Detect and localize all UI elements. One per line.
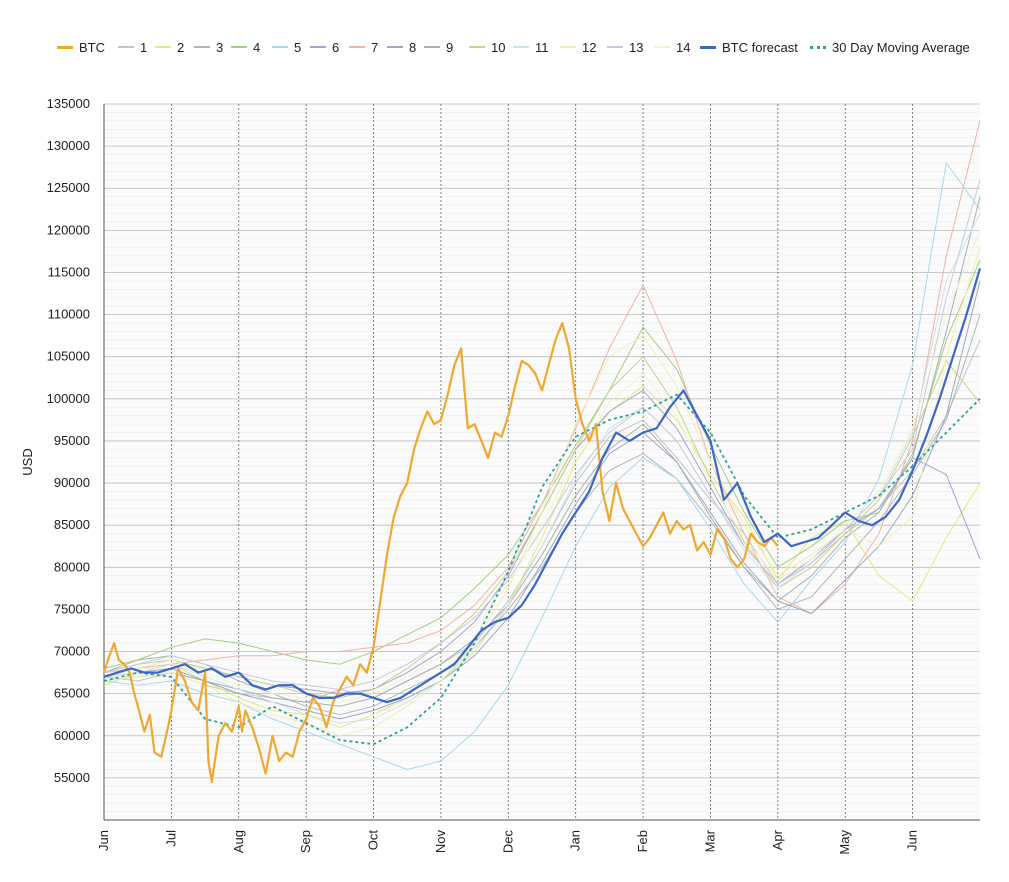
y-tick-label: 95000 <box>54 433 90 448</box>
plot-area <box>104 104 980 820</box>
legend-swatch <box>513 46 529 48</box>
legend-item-1[interactable]: 1 <box>118 36 147 58</box>
x-tick-label: Jan <box>568 830 583 851</box>
series-line-9 <box>103 196 981 707</box>
y-tick-label: 115000 <box>48 264 90 279</box>
series-line-14 <box>103 230 981 703</box>
legend-swatch <box>654 46 670 48</box>
legend-swatch <box>57 45 73 49</box>
y-tick-label: 120000 <box>47 222 90 237</box>
legend-swatch <box>560 46 576 48</box>
legend-item-4[interactable]: 4 <box>231 36 260 58</box>
legend-item-2[interactable]: 2 <box>155 36 184 58</box>
y-tick-label: 100000 <box>47 391 90 406</box>
x-tick-label: May <box>837 830 852 855</box>
x-tick-label: Mar <box>702 829 717 852</box>
y-tick-label: 60000 <box>54 728 90 743</box>
chart-legend: BTC 1 2 3 4 5 6 7 8 9 10 11 12 13 14 BTC forecast 30 Day… <box>0 36 1009 60</box>
legend-item-12[interactable]: 12 <box>560 36 596 58</box>
y-tick-label: 85000 <box>54 517 90 532</box>
y-tick-label: 90000 <box>54 475 90 490</box>
legend-label: 9 <box>446 39 454 55</box>
series-line-btc <box>102 321 779 784</box>
x-tick-label: Jun <box>905 830 920 851</box>
legend-label: 10 <box>491 39 506 55</box>
x-tick-label: Aug <box>231 830 246 853</box>
x-tick-label: Nov <box>433 830 448 854</box>
x-tick-label: Dec <box>500 830 515 854</box>
legend-item-6[interactable]: 6 <box>310 36 339 58</box>
legend-swatch <box>118 46 134 48</box>
y-tick-label: 80000 <box>54 559 90 574</box>
legend-item-10[interactable]: 10 <box>469 36 505 58</box>
series-line-12 <box>103 247 981 737</box>
legend-item-3[interactable]: 3 <box>194 36 223 58</box>
y-tick-label: 135000 <box>47 96 90 111</box>
series-line-13 <box>103 179 981 690</box>
legend-swatch <box>272 46 288 48</box>
legend-item-7[interactable]: 7 <box>349 36 378 58</box>
legend-label: 1 <box>140 39 148 55</box>
legend-label: 14 <box>676 39 691 55</box>
x-tick-label: Oct <box>366 830 381 851</box>
legend-label: 12 <box>582 39 597 55</box>
legend-swatch <box>469 46 485 48</box>
x-axis: Jun Jul Aug Sep Oct Nov Dec Jan Feb Mar Apr May Jun <box>96 104 920 855</box>
legend-swatch <box>424 46 440 48</box>
x-tick-label: Feb <box>635 830 650 852</box>
legend-swatch <box>349 46 365 48</box>
x-tick-label: Sep <box>298 830 313 853</box>
legend-item-btc-forecast[interactable]: BTC forecast <box>700 36 798 58</box>
y-tick-label: 55000 <box>54 770 90 785</box>
legend-label: 8 <box>409 39 417 55</box>
series-line-2 <box>103 385 981 728</box>
x-tick-label: Jul <box>163 830 178 847</box>
series-group <box>102 120 982 784</box>
y-tick-label: 75000 <box>54 601 90 616</box>
x-tick-label: Jun <box>96 830 111 851</box>
series-line-btc-forecast <box>103 267 982 704</box>
legend-swatch <box>700 45 716 49</box>
y-axis-title: USD <box>20 448 35 475</box>
x-tick-label: Apr <box>770 829 785 850</box>
legend-swatch <box>194 46 210 48</box>
legend-swatch <box>810 45 826 49</box>
series-line-3 <box>103 314 981 716</box>
legend-label: 30 Day Moving Average <box>832 39 970 55</box>
legend-item-11[interactable]: 11 <box>513 36 549 58</box>
y-tick-label: 105000 <box>47 349 90 364</box>
legend-label: 4 <box>253 39 261 55</box>
legend-label: 3 <box>216 39 224 55</box>
legend-item-5[interactable]: 5 <box>272 36 301 58</box>
series-line-5 <box>103 162 981 770</box>
legend-label: 13 <box>629 39 644 55</box>
legend-label: BTC <box>79 39 105 55</box>
y-axis: 55000 60000 65000 70000 75000 80000 85000 90000… <box>47 96 980 785</box>
y-tick-label: 110000 <box>48 307 90 322</box>
legend-label: 7 <box>371 39 379 55</box>
legend-swatch <box>310 46 326 48</box>
y-tick-label: 65000 <box>54 686 90 701</box>
y-tick-label: 130000 <box>47 138 90 153</box>
legend-item-8[interactable]: 8 <box>387 36 416 58</box>
y-tick-label: 70000 <box>54 644 90 659</box>
legend-label: 2 <box>177 39 185 55</box>
y-tick-label: 125000 <box>47 180 90 195</box>
legend-swatch <box>155 46 171 48</box>
legend-swatch <box>387 46 403 48</box>
legend-item-14[interactable]: 14 <box>654 36 690 58</box>
series-line-8 <box>103 280 981 720</box>
legend-label: BTC forecast <box>722 39 798 55</box>
legend-swatch <box>231 46 247 48</box>
legend-swatch <box>607 46 623 48</box>
legend-item-btc[interactable]: BTC <box>57 36 105 58</box>
legend-label: 5 <box>294 39 302 55</box>
legend-item-9[interactable]: 9 <box>424 36 453 58</box>
legend-label: 6 <box>332 39 340 55</box>
legend-label: 11 <box>535 39 549 55</box>
legend-item-13[interactable]: 13 <box>607 36 643 58</box>
series-line-7 <box>103 120 981 674</box>
legend-item-30-day-moving-average[interactable]: 30 Day Moving Average <box>810 36 970 58</box>
